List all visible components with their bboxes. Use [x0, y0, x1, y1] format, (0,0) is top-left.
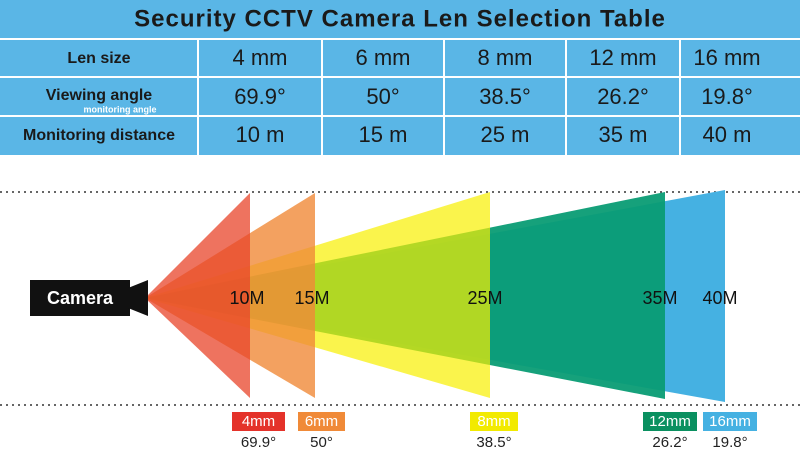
- cell: 35 m: [599, 122, 648, 147]
- view-cones: [145, 190, 725, 402]
- cell: 40 m: [703, 122, 752, 147]
- distance-label: 15M: [294, 288, 329, 308]
- lens-badge: [232, 412, 285, 431]
- table-grid: [0, 38, 800, 155]
- cell: 6 mm: [356, 45, 411, 70]
- lens-label: 6mm: [305, 413, 338, 430]
- lens-label: 4mm: [242, 413, 275, 430]
- row-label: Viewing angle: [46, 87, 153, 104]
- lens-angle: 50°: [310, 434, 333, 451]
- lens-angle: 38.5°: [476, 434, 511, 451]
- camera-body: [30, 280, 130, 316]
- cell: 16 mm: [693, 45, 760, 70]
- lens-badge: [643, 412, 697, 431]
- camera-lens: [128, 280, 148, 316]
- lens-label: 12mm: [649, 413, 691, 430]
- row-label: Len size: [67, 50, 130, 67]
- row-label: Monitoring distance: [23, 127, 175, 144]
- lens-badge: [298, 412, 345, 431]
- cell: 12 mm: [589, 45, 656, 70]
- cell: 50°: [366, 84, 399, 109]
- cell: 8 mm: [478, 45, 533, 70]
- cell: 69.9°: [234, 84, 286, 109]
- cone-8mm: [145, 192, 490, 398]
- distance-label: 35M: [642, 288, 677, 308]
- cell: 10 m: [236, 122, 285, 147]
- cone-4mm: [145, 193, 250, 398]
- cell: 4 mm: [233, 45, 288, 70]
- lens-angle: 19.8°: [712, 434, 747, 451]
- lens-label: 16mm: [709, 413, 751, 430]
- cell: 19.8°: [701, 84, 753, 109]
- lens-angle: 26.2°: [652, 434, 687, 451]
- distance-label: 25M: [467, 288, 502, 308]
- cell: 26.2°: [597, 84, 649, 109]
- lens-badge: [703, 412, 757, 431]
- cell: 38.5°: [479, 84, 531, 109]
- distance-label: 40M: [702, 288, 737, 308]
- cell: 25 m: [481, 122, 530, 147]
- lens-badge: [470, 412, 518, 431]
- title: Security CCTV Camera Len Selection Table: [134, 5, 666, 32]
- lens-angle: 69.9°: [241, 434, 276, 451]
- distance-label: 10M: [229, 288, 264, 308]
- dotted-lines: [0, 191, 800, 406]
- lens-label: 8mm: [477, 413, 510, 430]
- row-note: monitoring angle: [84, 104, 157, 114]
- camera-label: Camera: [47, 288, 114, 308]
- cell: 15 m: [359, 122, 408, 147]
